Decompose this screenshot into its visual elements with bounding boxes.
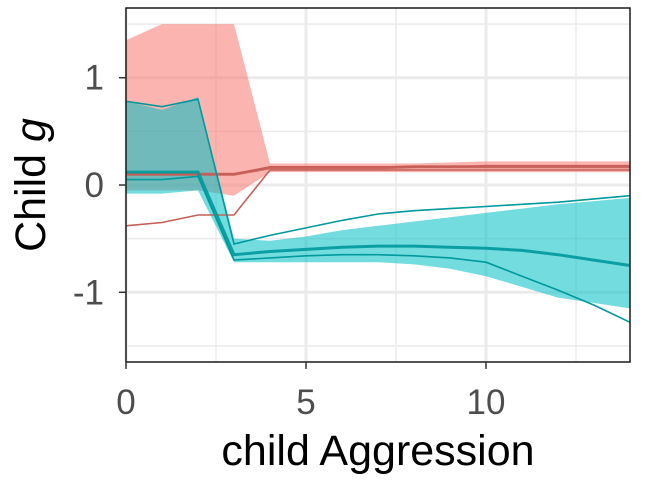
y-tick-label: -1 [73, 273, 104, 312]
y-axis-title-text: Child [7, 142, 55, 252]
x-axis-title: child Aggression [221, 427, 534, 475]
series-band-0 [126, 24, 630, 196]
y-tick-label: 1 [85, 59, 104, 98]
y-axis-title: Child g [7, 118, 55, 252]
y-tick-label: 0 [85, 166, 104, 205]
band-layer [126, 24, 630, 309]
series-line-1-line-lower [126, 175, 631, 324]
y-axis-title-italic: g [7, 118, 55, 142]
series-line-1-mid [126, 170, 631, 267]
tick-layer: 0 5 10 -1 0 1 [73, 59, 506, 422]
series-line-0-line-upper [126, 164, 630, 176]
series-band-1 [126, 97, 630, 309]
series-line-0-line-lower [125, 169, 630, 227]
series-line-1-line-upper [125, 98, 631, 245]
x-tick-label: 0 [116, 383, 135, 422]
x-tick-label: 5 [296, 383, 315, 422]
line-layer [125, 98, 631, 324]
x-tick-label: 10 [467, 383, 506, 422]
